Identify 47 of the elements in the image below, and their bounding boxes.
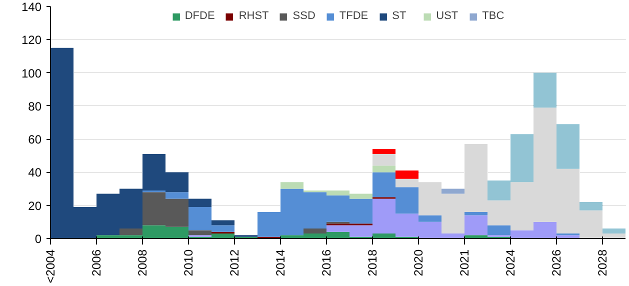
x-tick-label: 2028 [596,249,610,276]
bar [464,212,488,216]
y-tick-label: 120 [21,33,42,48]
bar [212,220,234,226]
legend-label: TBC [482,10,504,22]
x-tick-label: 2020 [412,249,426,276]
bar [188,230,212,236]
x-tick-label: 2008 [136,249,150,276]
legend-label: DFDE [184,10,215,22]
bar [280,182,304,189]
legend-label: SSD [292,10,316,22]
y-tick-label: 0 [34,232,42,246]
y-tick-label: 100 [21,66,42,80]
bar [556,124,580,169]
bar [602,228,626,234]
bar [580,202,602,210]
x-tick-label: 2006 [90,249,104,276]
bar [166,192,188,199]
x-tick-label: 2021 [458,249,472,276]
x-tick-label: 2012 [228,249,242,276]
y-tick-label: 40 [28,166,42,180]
y-tick-label: 80 [28,99,42,114]
bar [418,215,442,222]
x-tick-label: 2026 [550,249,564,276]
bar [120,228,142,236]
legend-label: RHST [238,10,269,22]
y-tick-label: 60 [28,132,42,147]
x-tick-label: 2024 [504,249,518,276]
bar [372,154,396,166]
x-tick-label: 2010 [182,249,196,276]
bar [488,225,510,236]
x-tick-label: <2004 [44,249,58,284]
legend-label: ST [392,10,408,22]
x-tick-label: 2016 [320,249,334,276]
bar [534,72,556,108]
legend-label: UST [436,10,458,22]
legend-label: TFDE [339,10,368,22]
y-tick-label: 20 [28,198,42,213]
bar [372,166,396,172]
bar [442,188,464,194]
x-tick-label: 2014 [274,249,288,276]
y-tick-label: 140 [21,0,42,14]
bar [188,198,212,208]
x-tick-label: 2018 [366,249,380,276]
bar [396,170,418,179]
bar [304,228,326,234]
bar [372,149,396,154]
